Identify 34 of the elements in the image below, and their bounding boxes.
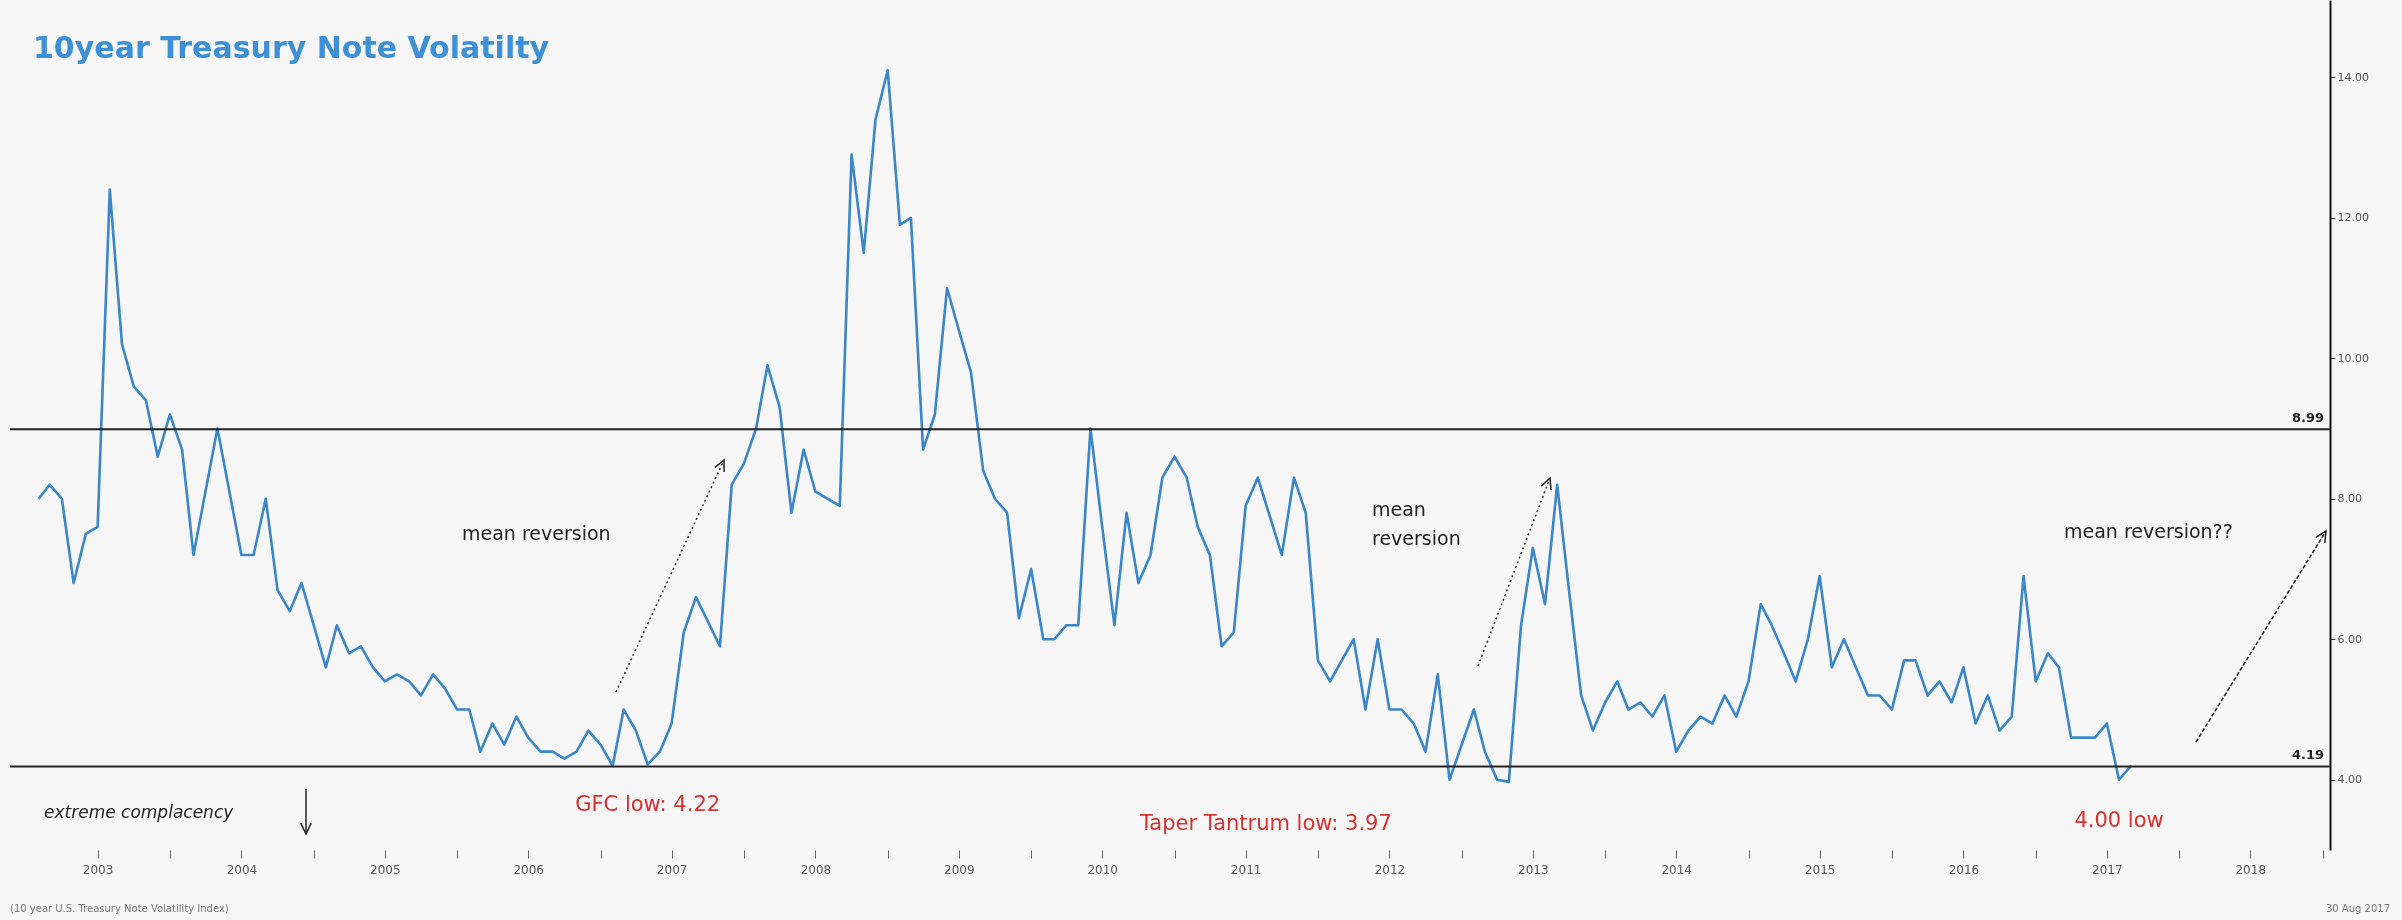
- text: 30 Aug 2017: [2325, 903, 2390, 914]
- y-tick-label: 14.00: [2337, 70, 2369, 84]
- annotation: Taper Tantrum low: 3.97: [1139, 811, 1392, 835]
- x-tick-label: 2009: [944, 862, 975, 877]
- ref-line-label: 4.19: [2291, 747, 2324, 763]
- ref-line-label: 8.99: [2291, 410, 2324, 426]
- y-tick-label: 12.00: [2337, 211, 2369, 225]
- x-tick-label: 2012: [1374, 862, 1406, 877]
- x-tick-label: 2011: [1230, 862, 1262, 877]
- annotation: mean reversion: [462, 522, 611, 544]
- x-tick-label: 2018: [2235, 862, 2267, 877]
- text: (10 year U.S. Treasury Note Volatility Index): [10, 903, 229, 914]
- x-tick-label: 2017: [2092, 862, 2123, 877]
- x-tick-label: 2016: [1948, 862, 1980, 877]
- annotation: mean reversion: [1372, 498, 1461, 549]
- y-tick-label: 4.00: [2337, 773, 2362, 787]
- x-tick-label: 2006: [513, 862, 544, 877]
- text: 10year Treasury Note Volatilty: [33, 30, 550, 65]
- x-tick-label: 2005: [370, 862, 401, 877]
- annotation: GFC low: 4.22: [575, 792, 721, 817]
- x-tick-label: 2003: [82, 862, 114, 877]
- annotation: mean reversion??: [2064, 520, 2233, 542]
- y-tick-label: 10.00: [2337, 351, 2369, 365]
- x-tick-label: 2007: [656, 862, 688, 877]
- x-tick-label: 2015: [1804, 862, 1836, 877]
- annotation: 4.00 low: [2074, 807, 2164, 832]
- x-tick-label: 2013: [1518, 862, 1549, 877]
- x-tick-label: 2008: [800, 862, 832, 877]
- x-tick-label: 2010: [1087, 862, 1118, 877]
- annotation: extreme complacency: [44, 802, 235, 822]
- x-tick-label: 2004: [226, 862, 258, 877]
- y-tick-label: 8.00: [2337, 492, 2362, 506]
- y-tick-label: 6.00: [2337, 632, 2362, 646]
- x-tick-label: 2014: [1661, 862, 1693, 877]
